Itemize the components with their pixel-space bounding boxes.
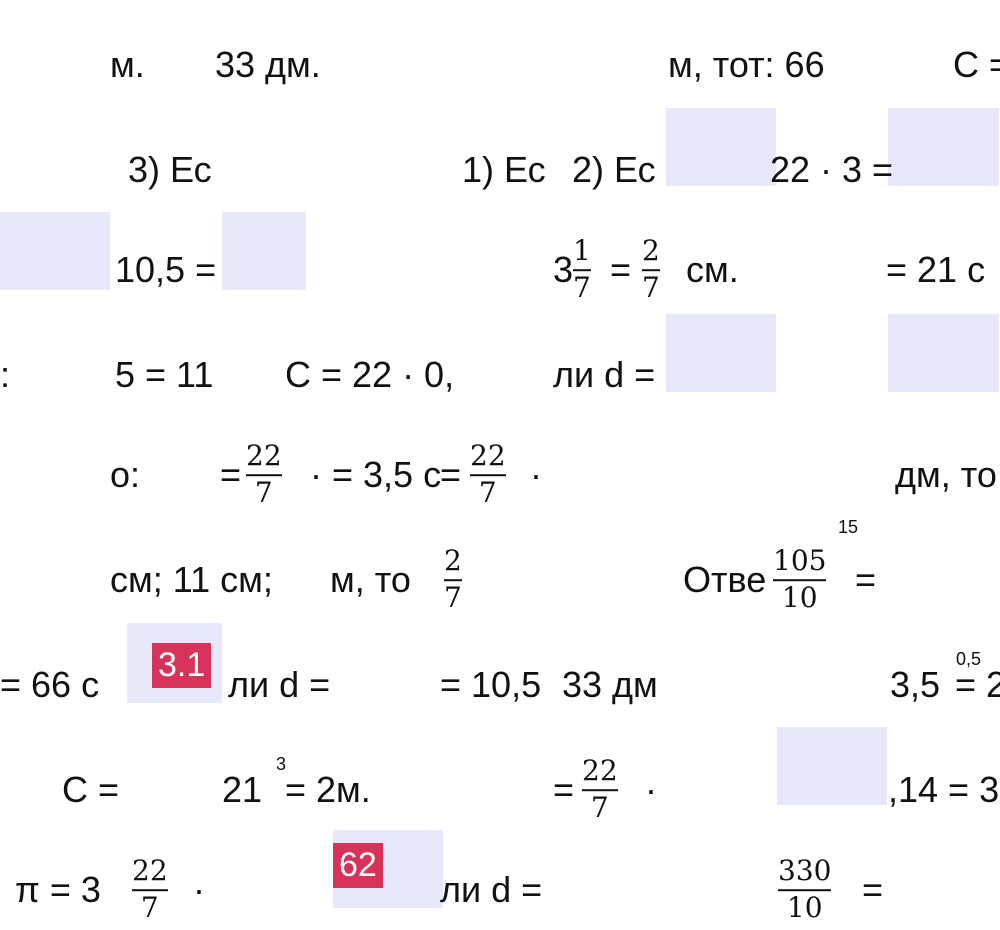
text-fragment: С = 22 · 0,	[285, 354, 455, 395]
text-fragment: =	[610, 249, 632, 290]
numerator: 22	[132, 854, 168, 888]
answer-box	[888, 108, 999, 186]
fraction: 330 10	[778, 854, 832, 924]
text-fragment: = 2м.	[285, 769, 371, 810]
fraction-bar	[778, 889, 832, 891]
text-fragment: = 2	[955, 664, 1000, 705]
text-fragment: 2) Ес	[572, 149, 656, 190]
text-fragment: ·	[530, 454, 542, 495]
text-fragment: м.	[110, 44, 145, 85]
text-fragment: 3	[553, 249, 574, 290]
text-fragment: = 10,5	[440, 664, 542, 705]
fraction-bar	[642, 269, 660, 271]
text-fragment: =	[440, 454, 462, 495]
text-fragment: :	[0, 354, 11, 395]
text-fragment: 21	[222, 769, 263, 810]
text-fragment: =	[553, 769, 575, 810]
text-fragment: 10,5 =	[115, 249, 217, 290]
text-fragment: ,14 = 3	[888, 769, 1000, 810]
numerator: 22	[246, 439, 282, 473]
fraction-bar	[132, 889, 168, 891]
text-fragment: =	[855, 559, 877, 600]
text-fragment: С =	[62, 769, 120, 810]
text-fragment: 33 дм	[562, 664, 658, 705]
fraction-bar	[444, 579, 462, 581]
fraction: 22 7	[470, 439, 506, 509]
fraction-bar	[582, 789, 618, 791]
text-fragment: π = 3	[15, 869, 101, 910]
denominator: 7	[590, 791, 609, 824]
fraction-bar	[773, 579, 827, 581]
answer-box	[777, 727, 887, 805]
answer-box	[222, 212, 306, 290]
fraction: 22 7	[582, 754, 618, 824]
numerator: 330	[778, 854, 832, 888]
denominator: 7	[642, 271, 660, 304]
numerator: 22	[582, 754, 618, 788]
text-fragment: см.	[686, 249, 739, 290]
text-fragment: 3) Ес	[128, 149, 212, 190]
text-fragment: =	[220, 454, 242, 495]
text-fragment: о:	[110, 454, 141, 495]
answer-box	[666, 314, 776, 392]
text-fragment: 5 = 11	[115, 354, 214, 395]
denominator: 7	[254, 476, 273, 509]
text-fragment: 3,5	[890, 664, 941, 705]
numerator: 105	[773, 544, 827, 578]
text-fragment: = 66 с	[0, 664, 100, 705]
text-fragment: ли d =	[553, 354, 656, 395]
answer-box	[888, 314, 999, 392]
answer-box	[0, 212, 110, 290]
fraction-bar	[573, 269, 591, 271]
text-fragment: ли d =	[228, 664, 331, 705]
text-fragment: ·	[193, 869, 205, 910]
superscript: 3	[276, 754, 287, 774]
task-badge: 62	[333, 843, 383, 888]
numerator: 2	[642, 234, 660, 268]
fraction-bar	[246, 474, 282, 476]
task-badge: 3.1	[152, 643, 212, 688]
denominator: 7	[478, 476, 497, 509]
denominator: 10	[786, 891, 823, 924]
denominator: 7	[444, 581, 462, 614]
numerator: 22	[470, 439, 506, 473]
superscript: 15	[838, 517, 859, 537]
superscript: 0,5	[956, 649, 982, 669]
text-fragment: Отве	[683, 559, 767, 600]
text-fragment: м, то	[330, 559, 411, 600]
fraction: 22 7	[132, 854, 168, 924]
fraction: 105 10	[773, 544, 827, 614]
text-fragment: 33 дм.	[215, 44, 321, 85]
text-fragment: = 21 с	[886, 249, 986, 290]
text-fragment: · = 3,5 с	[310, 454, 442, 495]
answer-box	[666, 108, 776, 186]
text-fragment: С =	[953, 44, 1000, 85]
numerator: 2	[444, 544, 462, 578]
text-fragment: 22 · 3 =	[770, 149, 894, 190]
text-fragment: дм, то	[895, 454, 997, 495]
text-fragment: м, тот: 66	[668, 44, 825, 85]
text-fragment: =	[862, 869, 884, 910]
numerator: 1	[573, 234, 591, 268]
denominator: 7	[573, 271, 591, 304]
text-fragment: 1) Ес	[462, 149, 546, 190]
denominator: 7	[140, 891, 159, 924]
fraction-bar	[470, 474, 506, 476]
text-fragment: ·	[645, 769, 657, 810]
text-fragment: см; 11 см;	[110, 559, 273, 600]
text-fragment: ли d =	[440, 869, 543, 910]
fraction: 22 7	[246, 439, 282, 509]
denominator: 10	[781, 581, 818, 614]
